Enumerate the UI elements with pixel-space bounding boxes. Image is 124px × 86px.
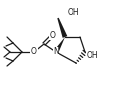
Text: N: N xyxy=(53,47,59,57)
Polygon shape xyxy=(57,18,67,38)
Text: OH: OH xyxy=(68,7,80,17)
Text: O: O xyxy=(50,31,56,39)
Text: O: O xyxy=(31,47,37,57)
Polygon shape xyxy=(54,37,65,53)
Text: OH: OH xyxy=(87,52,99,60)
